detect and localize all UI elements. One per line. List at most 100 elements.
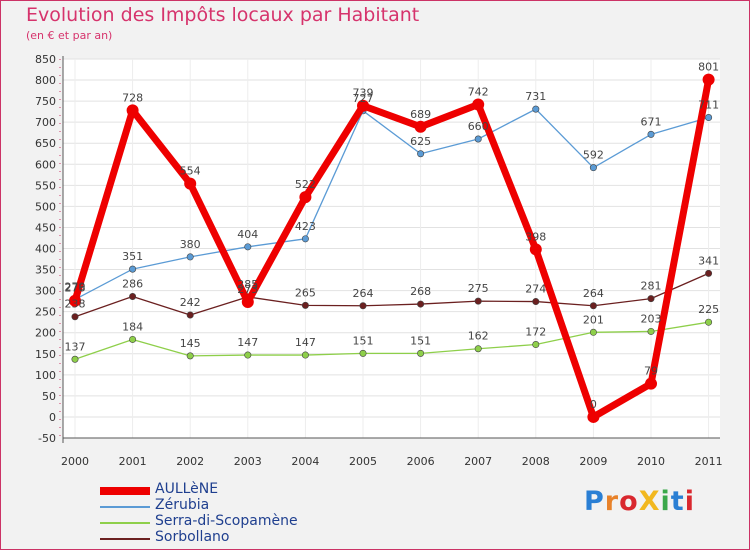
- x-tick-label: 2007: [464, 455, 492, 468]
- series-line-0: [74, 108, 710, 301]
- y-tick-label: 250: [35, 306, 56, 319]
- series-point: [359, 302, 367, 310]
- data-label: 711: [698, 99, 719, 112]
- logo-letter: t: [670, 486, 685, 517]
- data-label: 151: [353, 334, 374, 347]
- series-point: [71, 355, 79, 363]
- series-point: [587, 410, 600, 423]
- y-tick-label: 650: [35, 137, 56, 150]
- series-point: [301, 235, 309, 243]
- x-tick-label: 2004: [291, 455, 319, 468]
- data-label: 147: [237, 336, 258, 349]
- data-label: 660: [468, 120, 489, 133]
- series-point: [589, 328, 597, 336]
- logo-letter: i: [684, 486, 695, 517]
- data-label: 351: [122, 250, 143, 263]
- legend-swatch: [100, 538, 150, 540]
- series-point: [301, 351, 309, 359]
- y-tick-label: 400: [35, 243, 56, 256]
- series-point: [129, 293, 137, 301]
- y-tick-label: 350: [35, 264, 56, 277]
- data-label: 276: [65, 282, 86, 295]
- series-point: [357, 99, 369, 112]
- data-label: 671: [641, 115, 662, 128]
- y-tick-label: 450: [35, 221, 56, 234]
- data-label: 201: [583, 313, 604, 326]
- series-point: [474, 297, 482, 305]
- series-point: [301, 301, 309, 309]
- series-point: [299, 191, 312, 204]
- series-point: [705, 114, 713, 122]
- logo-letter: P: [584, 486, 605, 517]
- data-label: 279: [65, 280, 86, 293]
- data-label: 268: [410, 285, 431, 298]
- series-line-2: [74, 272, 710, 318]
- series-point: [474, 135, 482, 143]
- logo-letter: o: [619, 486, 639, 517]
- data-label: 522: [295, 178, 316, 191]
- chart-title: Evolution des Impôts locaux par Habitant: [26, 4, 420, 26]
- series-point: [705, 318, 713, 326]
- series-point: [414, 120, 427, 133]
- series-point: [417, 349, 425, 357]
- data-label: 238: [65, 298, 86, 311]
- y-tick-label: 800: [35, 74, 56, 87]
- data-label: 423: [295, 220, 316, 233]
- data-label: 172: [525, 326, 546, 339]
- data-label: 275: [468, 282, 489, 295]
- data-label: 592: [583, 149, 604, 162]
- y-tick-label: -50: [38, 432, 56, 445]
- data-label: 184: [122, 320, 143, 333]
- series-point: [417, 300, 425, 308]
- y-tick-label: 200: [35, 327, 56, 340]
- data-label: 625: [410, 135, 431, 148]
- y-tick-label: 50: [42, 390, 56, 403]
- series-point: [129, 265, 137, 273]
- series-point: [532, 341, 540, 349]
- data-label: 404: [237, 228, 258, 241]
- x-tick-label: 2006: [407, 455, 435, 468]
- series-line-3: [71, 76, 713, 421]
- data-label: 79: [644, 365, 658, 378]
- y-tick-label: 100: [35, 369, 56, 382]
- data-label: 281: [641, 280, 662, 293]
- data-label: 274: [525, 283, 546, 296]
- y-tick-label: 700: [35, 116, 56, 129]
- chart-subtitle: (en € et par an): [26, 29, 113, 42]
- legend-label: Zérubia: [155, 497, 210, 513]
- series-point: [472, 98, 485, 111]
- x-tick-label: 2010: [637, 455, 665, 468]
- data-label: 225: [698, 303, 719, 316]
- data-label: 801: [698, 61, 719, 74]
- data-label: 689: [410, 108, 431, 121]
- data-label: 739: [353, 87, 374, 100]
- data-label: 380: [180, 238, 201, 251]
- y-tick-label: 850: [35, 53, 56, 66]
- x-tick-label: 2009: [579, 455, 607, 468]
- legend-swatch: [100, 506, 150, 508]
- series-point: [647, 295, 655, 303]
- data-label: 137: [65, 340, 86, 353]
- data-label: 203: [641, 312, 662, 325]
- data-label: 265: [295, 286, 316, 299]
- series-point: [186, 253, 194, 261]
- data-label: 0: [590, 398, 597, 411]
- x-tick-label: 2008: [522, 455, 550, 468]
- data-label: 273: [237, 283, 258, 296]
- series-point: [184, 177, 197, 190]
- y-tick-label: 750: [35, 95, 56, 108]
- data-label: 341: [698, 254, 719, 267]
- series-point: [244, 351, 252, 359]
- series-point: [645, 377, 657, 390]
- series-point: [532, 298, 540, 306]
- x-tick-label: 2005: [349, 455, 377, 468]
- series-point: [702, 73, 715, 86]
- series-point: [532, 105, 540, 113]
- series-point: [705, 269, 713, 277]
- data-label: 151: [410, 334, 431, 347]
- data-label: 731: [525, 90, 546, 103]
- x-tick-label: 2001: [119, 455, 147, 468]
- logo-letter: i: [660, 486, 671, 517]
- data-label: 554: [180, 165, 201, 178]
